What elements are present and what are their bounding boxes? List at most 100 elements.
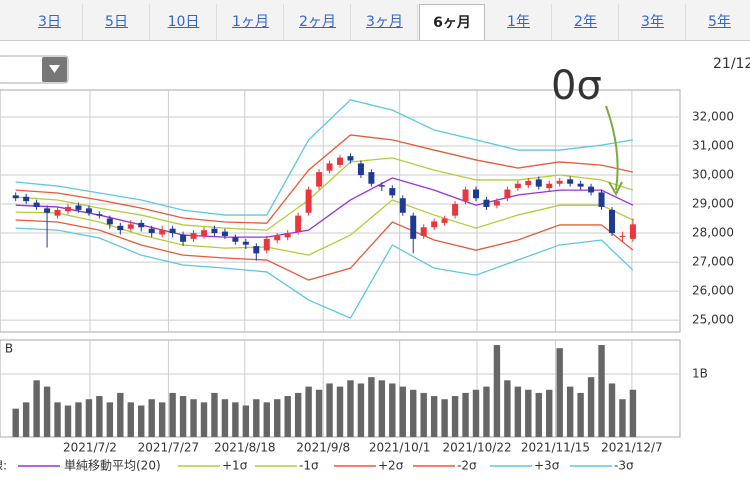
volume-bar [389,383,396,437]
volume-bar [535,392,542,437]
volume-bar [284,396,291,437]
x-tick-label: 2021/12/7 [601,441,663,455]
candle-body [326,163,333,171]
volume-bar [96,396,103,437]
candle-body [201,230,207,236]
candle-body [431,221,438,228]
volume-bar [420,392,427,437]
candle-body [493,201,500,206]
period-tab[interactable]: 1年 [486,4,552,40]
volume-bar [211,392,218,437]
period-tab[interactable]: 2年 [553,4,619,40]
band-line [15,134,634,224]
volume-bar [378,380,386,437]
candle-body [85,208,92,213]
candle-body [535,179,542,187]
volume-bar [64,405,72,437]
candle-body [232,237,239,242]
dropdown-arrow [49,65,60,73]
candle-body [54,209,61,216]
band-line [15,199,634,256]
period-tab[interactable]: 3日 [17,4,83,40]
volume-bar [158,402,166,437]
volume-bar [326,383,333,437]
volume-bar [368,377,375,437]
volume-bar [43,386,51,437]
candle-body [274,235,281,241]
x-tick-label: 2021/10/22 [442,441,511,455]
y-tick-label: 25,000 [692,313,734,327]
candle-body [44,208,51,213]
period-tab[interactable]: 1ヶ月 [218,4,284,40]
period-tab[interactable]: 5年 [687,4,750,40]
legend-entry: -1σ [299,459,319,473]
volume-bar [75,402,82,437]
band-line [15,227,634,319]
candle-body [399,198,406,213]
main-frame [0,89,681,333]
band-line [15,219,634,281]
candle-body [629,224,636,239]
period-tab[interactable]: 2ヶ月 [285,4,351,40]
legend-entry: +2σ [378,459,404,473]
volume-bar [410,389,417,437]
volume-bar [462,392,469,437]
legend-entry: 単純移動平均(20) [64,459,161,473]
volume-bar [430,396,438,437]
candle-body [211,228,218,234]
volume-bar [221,399,229,437]
period-tab[interactable]: 5日 [84,4,150,40]
candle-body [357,163,364,176]
legend-label: 線: [0,458,7,473]
volume-bar [514,386,522,437]
period-tab[interactable]: 3年 [620,4,686,40]
y-tick-label: 26,000 [692,284,734,298]
y-tick-label: 30,000 [692,168,734,182]
volume-bar [587,377,595,437]
volume-bar [472,389,480,437]
volume-bar [54,402,61,437]
candle-body [514,183,521,189]
candle-body [588,186,595,193]
period-tabs: 3日 5日 10日 1ヶ月 2ヶ月 3ヶ月 6ヶ月 1年 2年 3年 5年 [0,0,750,41]
y-tick-label: 31,000 [692,139,734,153]
volume-bar [347,380,354,437]
volume-bar [148,399,155,437]
period-tab[interactable]: 10日 [151,4,217,40]
candle-body [525,180,532,186]
candle-body [389,188,396,196]
volume-bar [493,345,501,437]
candle-body [263,238,270,251]
candle-body [23,196,30,202]
candle-body [138,222,145,228]
candle-body [180,234,187,242]
volume-bar [169,392,176,437]
candle-body [473,189,479,199]
volume-bar [315,389,323,437]
volume-bar [274,399,281,437]
legend-entry: +1σ [222,459,248,473]
y-tick-label: 29,000 [692,197,734,211]
period-tab[interactable]: 6ヶ月 [419,4,485,40]
candle-body [12,195,19,199]
candle-body [221,231,228,236]
volume-bar [598,345,605,437]
volume-bar [504,380,511,437]
volume-bar [629,389,637,437]
candle-body [169,228,176,234]
candle-body [546,183,553,189]
candle-body [567,179,574,184]
band-line [15,99,634,216]
volume-bar [608,383,616,437]
candle-body [619,235,626,237]
candle-body [420,227,427,236]
period-tab[interactable]: 3ヶ月 [352,4,418,40]
legend-entry: -2σ [457,459,477,473]
x-tick-label: 2021/9/8 [296,441,350,455]
volume-bar [179,396,187,437]
volume-bar [106,402,114,437]
legend-entry: -3σ [614,459,634,473]
candle-body [159,230,166,235]
annotation: 0σ [551,63,602,109]
candle-body [347,156,354,161]
